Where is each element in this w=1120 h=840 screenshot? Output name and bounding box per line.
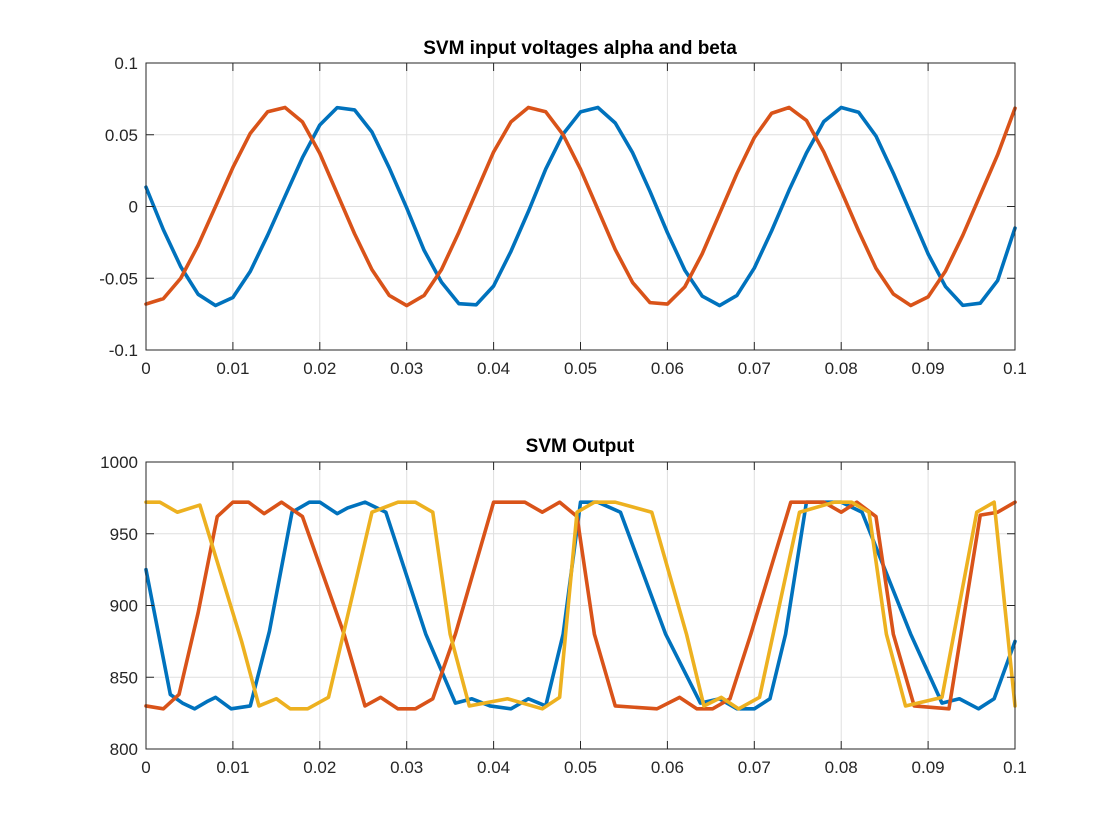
- bottom-x-tick-label: 0.03: [390, 758, 423, 777]
- top-x-tick-label: 0.06: [651, 359, 684, 378]
- bottom-chart-title: SVM Output: [526, 436, 635, 457]
- bottom-axes: SVM Output 0 0.01 0.02 0.03 0.04 0.05 0.06 0.07…: [100, 436, 1027, 777]
- top-x-tick-label: 0.04: [477, 359, 510, 378]
- top-y-tick-label: 0.05: [105, 126, 138, 145]
- bottom-x-tick-label: 0.04: [477, 758, 510, 777]
- bottom-x-tick-label: 0.09: [912, 758, 945, 777]
- bottom-y-tick-label: 950: [110, 525, 138, 544]
- top-y-tick-label: 0: [129, 198, 138, 217]
- top-x-tick-label: 0.1: [1003, 359, 1027, 378]
- bottom-x-tick-label: 0.05: [564, 758, 597, 777]
- bottom-x-tick-label: 0.01: [216, 758, 249, 777]
- bottom-x-tick-label: 0.07: [738, 758, 771, 777]
- top-x-tick-label: 0.09: [912, 359, 945, 378]
- top-x-tick-label: 0.01: [216, 359, 249, 378]
- bottom-y-tick-label: 900: [110, 597, 138, 616]
- bottom-y-tick-label: 1000: [100, 453, 138, 472]
- bottom-series-line-3: [144, 500, 1017, 711]
- top-y-tick-label: -0.1: [109, 341, 138, 360]
- top-x-tick-label: 0: [141, 359, 150, 378]
- top-x-tick-label: 0.02: [303, 359, 336, 378]
- top-x-tick-label: 0.08: [825, 359, 858, 378]
- top-grid: [145, 62, 1016, 351]
- top-x-tick-label: 0.07: [738, 359, 771, 378]
- bottom-y-tick-label: 850: [110, 668, 138, 687]
- top-series: [144, 105, 1017, 308]
- top-x-tick-label: 0.05: [564, 359, 597, 378]
- bottom-x-tick-label: 0.1: [1003, 758, 1027, 777]
- top-series-line-1: [144, 105, 1017, 308]
- top-chart-title: SVM input voltages alpha and beta: [423, 38, 737, 59]
- top-y-tick-label: -0.05: [99, 269, 138, 288]
- top-axes: SVM input voltages alpha and beta 0 0.01 0…: [99, 38, 1027, 378]
- top-series-line-2: [144, 105, 1017, 308]
- bottom-x-tick-label: 0: [141, 758, 150, 777]
- bottom-series: [144, 500, 1017, 711]
- top-ticks: 0 0.01 0.02 0.03 0.04 0.05 0.06 0.07 0.08 0.09 0.1…: [99, 54, 1027, 378]
- bottom-ticks: 0 0.01 0.02 0.03 0.04 0.05 0.06 0.07 0.08 0.09 0.1…: [100, 453, 1027, 777]
- bottom-x-tick-label: 0.08: [825, 758, 858, 777]
- bottom-x-tick-label: 0.06: [651, 758, 684, 777]
- bottom-x-tick-label: 0.02: [303, 758, 336, 777]
- bottom-y-tick-label: 800: [110, 740, 138, 759]
- top-x-tick-label: 0.03: [390, 359, 423, 378]
- top-y-tick-label: 0.1: [114, 54, 138, 73]
